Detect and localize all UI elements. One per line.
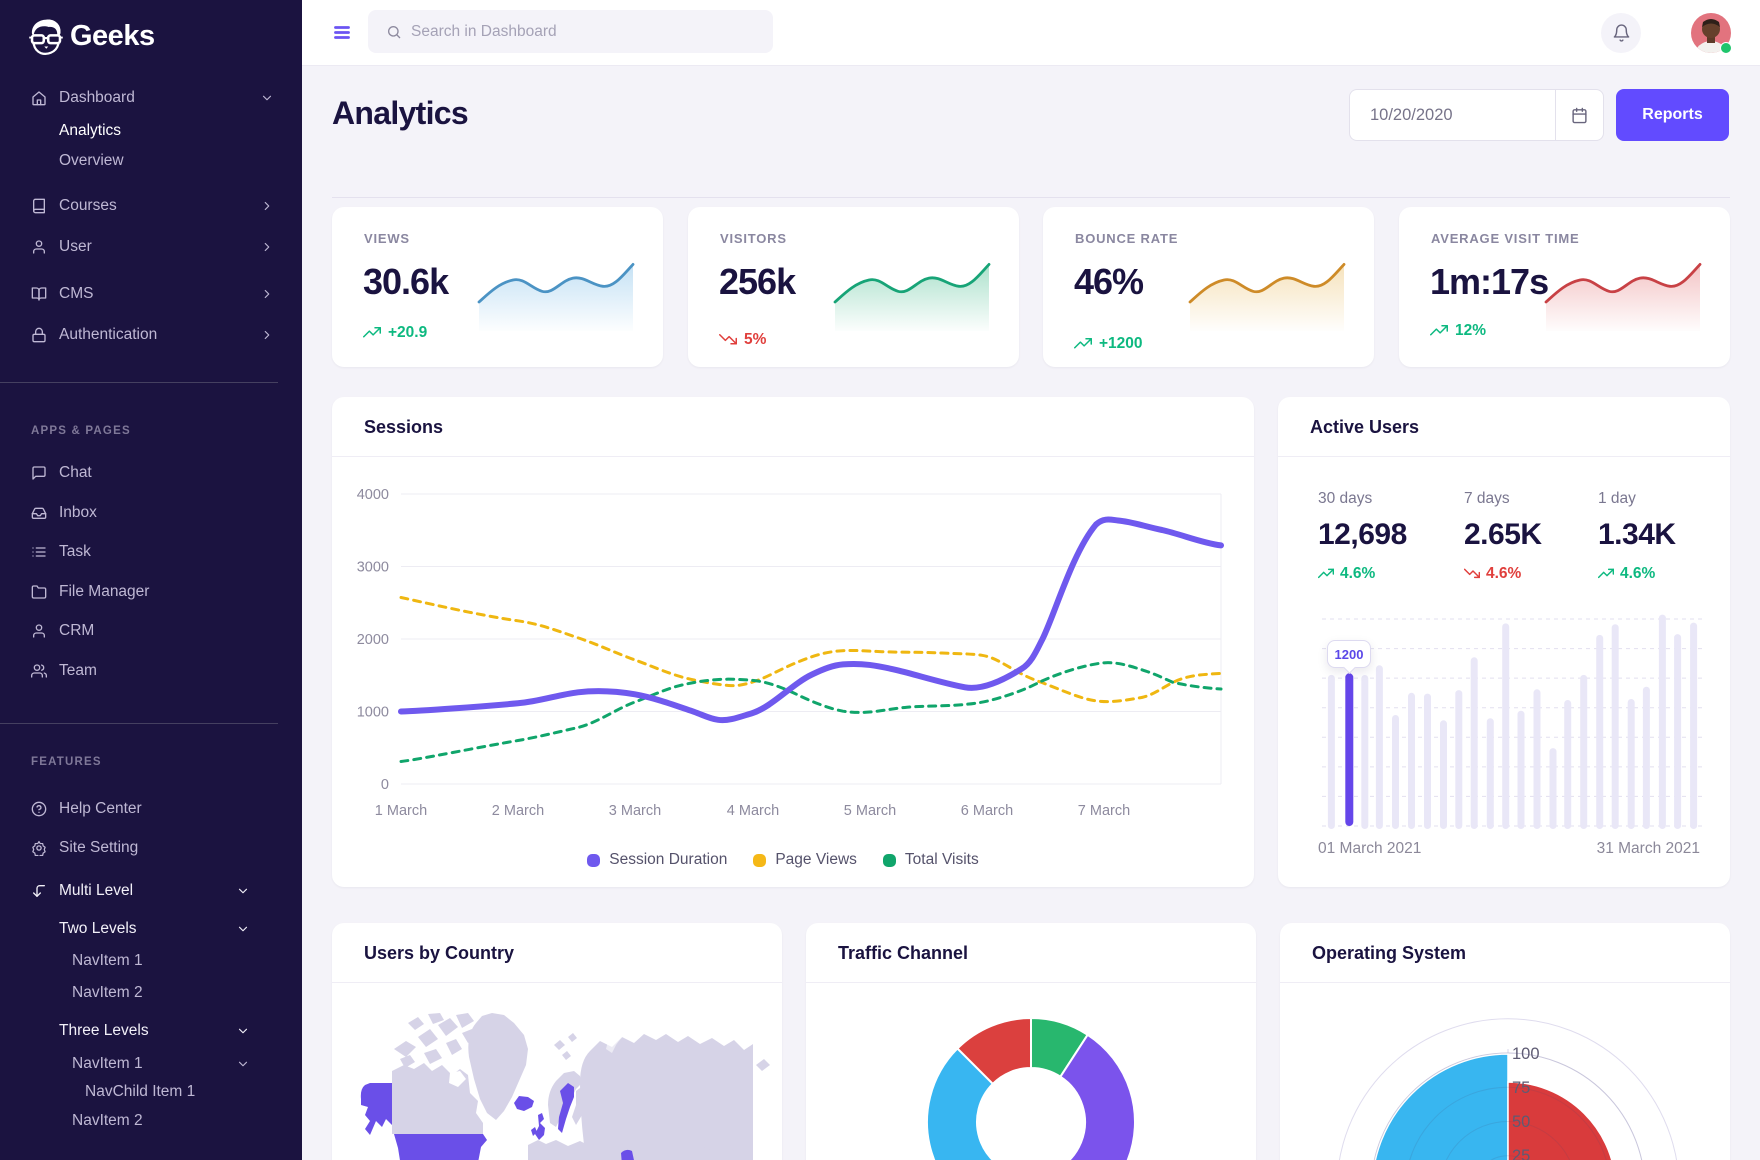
svg-text:01 March 2021: 01 March 2021 <box>1318 840 1421 857</box>
svg-text:1000: 1000 <box>357 705 389 721</box>
svg-text:31 March 2021: 31 March 2021 <box>1597 840 1700 857</box>
svg-text:4000: 4000 <box>357 487 389 503</box>
svg-text:1 March: 1 March <box>375 803 427 819</box>
svg-text:2 March: 2 March <box>492 803 544 819</box>
svg-text:5 March: 5 March <box>844 803 896 819</box>
svg-text:25: 25 <box>1512 1147 1530 1160</box>
svg-text:75: 75 <box>1512 1079 1530 1097</box>
svg-text:6 March: 6 March <box>961 803 1013 819</box>
svg-text:3000: 3000 <box>357 560 389 576</box>
svg-text:50: 50 <box>1512 1113 1530 1131</box>
svg-text:2000: 2000 <box>357 632 389 648</box>
svg-text:4 March: 4 March <box>727 803 779 819</box>
svg-text:3 March: 3 March <box>609 803 661 819</box>
svg-text:100: 100 <box>1512 1045 1540 1063</box>
svg-text:0: 0 <box>381 777 389 793</box>
svg-text:7 March: 7 March <box>1078 803 1130 819</box>
